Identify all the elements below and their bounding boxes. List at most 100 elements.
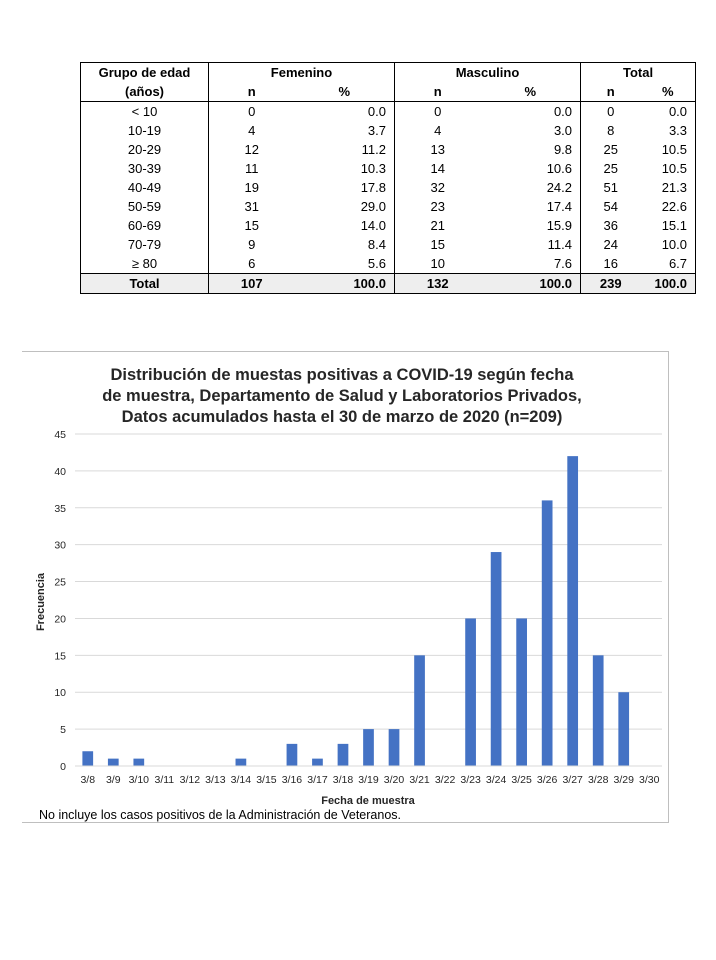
cell-male-n: 32 <box>394 178 481 197</box>
table-row: 30-39 11 10.3 14 10.6 25 10.5 <box>81 159 696 178</box>
cell-age-group: 10-19 <box>127 123 162 138</box>
total-label: Total <box>80 273 209 294</box>
total-female-n: 107 <box>208 273 295 294</box>
x-tick-label: 3/22 <box>435 774 456 786</box>
cell-female-pct: 11.2 <box>361 142 386 157</box>
x-tick-label: 3/11 <box>154 774 174 786</box>
x-tick-label: 3/17 <box>307 774 328 786</box>
cell-age-group: 20-29 <box>127 142 162 157</box>
bar <box>567 456 579 766</box>
total-male-pct: 100.0 <box>480 273 581 294</box>
table-row: ≥ 80 6 5.6 10 7.6 16 6.7 <box>81 254 696 274</box>
cell-male-n: 10 <box>394 254 481 274</box>
table-row: 60-69 15 14.0 21 15.9 36 15.1 <box>81 216 696 235</box>
cell-total-pct: 0.0 <box>668 104 688 119</box>
cell-male-pct: 11.4 <box>547 237 573 252</box>
cell-age-group: 50-59 <box>127 199 162 214</box>
header-total-n: n <box>580 82 641 102</box>
total-total-pct: 100.0 <box>640 273 696 294</box>
chart-title-line-2: de muestra, Departamento de Salud y Labo… <box>102 387 582 405</box>
bar <box>312 758 323 766</box>
cell-female-pct: 0.0 <box>367 104 386 119</box>
cell-age-group: 30-39 <box>127 161 162 176</box>
cell-female-pct: 8.4 <box>367 237 386 252</box>
cell-female-pct: 29.0 <box>360 199 386 214</box>
cell-male-pct: 17.4 <box>546 199 573 214</box>
cell-female-n: 15 <box>208 216 295 235</box>
cell-female-pct: 10.3 <box>360 161 386 176</box>
cell-female-pct: 5.6 <box>367 256 386 271</box>
cell-age-group: < 10 <box>131 104 158 119</box>
cell-male-n: 23 <box>394 197 481 216</box>
x-tick-labels: 3/8 3/9 3/10 3/11 3/12 3/13 3/14 3/15 3/16 3/17 3/… <box>80 774 659 786</box>
cell-female-n: 19 <box>208 178 295 197</box>
cell-male-n: 15 <box>394 235 481 254</box>
cell-age-group: ≥ 80 <box>131 256 158 271</box>
bar <box>465 618 476 766</box>
cell-female-n: 6 <box>208 254 295 274</box>
cell-female-pct: 17.8 <box>360 180 386 195</box>
x-tick-label: 3/18 <box>333 774 354 786</box>
cell-male-n: 14 <box>394 159 481 178</box>
header-age-group: Grupo de edad <box>98 65 191 80</box>
cell-total-pct: 3.3 <box>668 123 688 138</box>
cell-male-pct: 3.0 <box>553 123 573 138</box>
cell-total-pct: 15.1 <box>661 218 688 233</box>
x-tick-label: 3/28 <box>588 774 609 786</box>
cell-male-pct: 7.6 <box>553 256 573 271</box>
header-female-n: n <box>208 82 295 102</box>
x-tick-label: 3/9 <box>106 774 121 786</box>
x-tick-label: 3/25 <box>511 774 532 786</box>
cell-female-pct: 14.0 <box>360 218 386 233</box>
x-tick-label: 3/30 <box>639 774 660 786</box>
cell-total-n: 16 <box>580 254 641 274</box>
table-row: < 10 0 0.0 0 0.0 0 0.0 <box>81 101 696 121</box>
cell-female-n: 11 <box>208 159 295 178</box>
bar <box>107 758 119 766</box>
bar <box>235 758 247 766</box>
y-tick-label: 5 <box>60 724 66 736</box>
header-male: Masculino <box>393 62 581 82</box>
x-tick-label: 3/10 <box>129 774 150 786</box>
bar <box>490 552 502 766</box>
header-years: (años) <box>80 82 209 102</box>
table-row: 50-59 31 29.0 23 17.4 54 22.6 <box>81 197 696 216</box>
cell-age-group: 60-69 <box>127 218 162 233</box>
cell-male-n: 21 <box>394 216 481 235</box>
x-tick-label: 3/23 <box>460 774 481 786</box>
y-tick-label: 20 <box>54 613 66 625</box>
cell-male-pct: 10.6 <box>546 161 573 176</box>
y-axis-title: Frecuencia <box>35 572 47 631</box>
cell-female-n: 4 <box>208 121 295 140</box>
bar <box>286 743 298 766</box>
cell-female-n: 9 <box>208 235 295 254</box>
x-tick-label: 3/13 <box>205 774 226 786</box>
cell-total-n: 25 <box>580 140 641 159</box>
x-tick-label: 3/24 <box>486 774 507 786</box>
x-tick-label: 3/14 <box>231 774 252 786</box>
y-tick-label: 0 <box>60 761 66 773</box>
cell-age-group: 40-49 <box>127 180 162 195</box>
cell-female-n: 0 <box>208 101 295 121</box>
x-tick-label: 3/8 <box>80 774 95 786</box>
y-tick-label: 40 <box>54 466 66 478</box>
cell-female-pct: 3.7 <box>367 123 386 138</box>
cell-male-n: 0 <box>394 101 481 121</box>
cell-total-n: 51 <box>580 178 641 197</box>
bar <box>133 758 145 766</box>
cell-female-n: 31 <box>208 197 295 216</box>
x-tick-label: 3/27 <box>562 774 583 786</box>
total-male-n: 132 <box>394 273 481 294</box>
y-tick-label: 15 <box>54 650 66 662</box>
y-tick-label: 35 <box>54 503 66 515</box>
bar <box>82 751 94 766</box>
header-female-pct: % <box>294 82 395 102</box>
x-tick-label: 3/21 <box>409 774 430 786</box>
bar <box>618 692 630 766</box>
chart-frame: Distribución de muestas positivas a COVI… <box>22 351 669 823</box>
x-axis-title: Fecha de muestra <box>321 795 415 807</box>
age-sex-table: Grupo de edad Femenino Masculino Total (… <box>80 62 697 294</box>
cell-total-n: 8 <box>580 121 641 140</box>
cell-age-group: 70-79 <box>127 237 162 252</box>
cell-total-pct: 10.5 <box>661 142 688 157</box>
